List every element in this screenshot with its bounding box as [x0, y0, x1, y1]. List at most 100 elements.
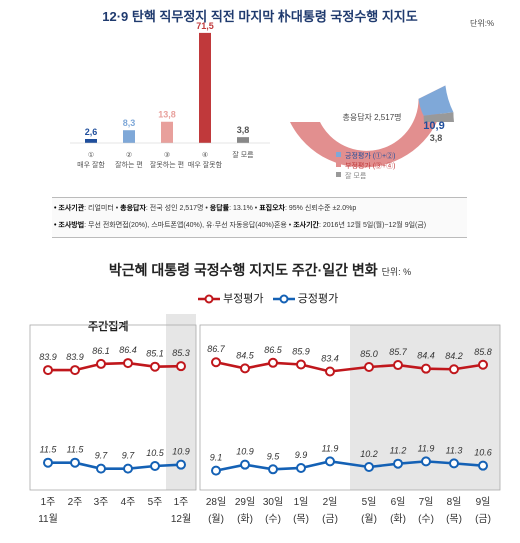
donut-slice [290, 85, 446, 168]
x-tick-label: 9일 [476, 496, 491, 508]
x-tick-label: (금) [322, 513, 338, 525]
donut-legend-swatch [336, 172, 341, 177]
donut-center-label: 총응답자 2,517명 [342, 112, 401, 122]
positive-point [43, 457, 53, 468]
x-tick-label: 11월 [38, 513, 58, 525]
negative-value-label: 84.5 [236, 350, 255, 360]
positive-value-label: 9.7 [122, 451, 136, 461]
positive-point [421, 456, 431, 467]
x-tick-label: (목) [446, 513, 462, 525]
positive-line [48, 461, 182, 470]
bottom-unit: 단위: % [381, 267, 412, 277]
bar-category-label: 잘 모름 [232, 151, 254, 159]
donut-legend-label: 긍정평가 (①+②) [345, 151, 395, 160]
negative-point [421, 363, 431, 374]
positive-value-label: 11.2 [390, 446, 407, 456]
negative-point [96, 358, 106, 369]
info-key: • 조사기관 [54, 205, 85, 212]
info-key: 응답률 [209, 205, 230, 212]
positive-value-label: 10.5 [146, 448, 165, 458]
positive-point [478, 460, 488, 471]
survey-info-box: • 조사기관: 리얼미터 • 총응답자: 전국 성인 2,517명 • 응답률:… [52, 197, 467, 238]
donut-legend-swatch [336, 162, 341, 167]
positive-value-label: 9.7 [95, 451, 109, 461]
x-tick-label: 8일 [447, 496, 462, 508]
negative-point [268, 357, 278, 368]
info-value: : 리얼미터 • [84, 205, 119, 212]
bar-value-label: 2,6 [85, 127, 98, 137]
negative-value-label: 85.1 [146, 349, 164, 359]
positive-point [176, 459, 186, 470]
highlight-column [166, 314, 196, 490]
positive-point [240, 459, 250, 470]
weekly-label: 주간집계 [88, 321, 129, 333]
legend-positive-label: 긍정평가 [297, 293, 339, 305]
positive-point [296, 462, 306, 473]
negative-value-label: 83.9 [66, 352, 84, 362]
positive-value-label: 10.2 [360, 449, 378, 459]
bar-category-label: 잘못하는 편 [150, 160, 184, 169]
info-value: : 95% 신뢰수준 ±2.0%p [284, 205, 357, 212]
negative-value-label: 83.9 [39, 352, 57, 362]
survey-info-row-1: • 조사기관: 리얼미터 • 총응답자: 전국 성인 2,517명 • 응답률:… [54, 203, 356, 213]
legend-negative-icon [198, 294, 220, 304]
x-tick-label: 28일 [206, 496, 226, 508]
negative-point [296, 359, 306, 370]
info-key: 표집오차 [259, 205, 285, 212]
info-value: : 무선 전화면접(20%), 스마트폰앱(40%), 유·무선 자동응답(40… [84, 222, 292, 229]
negative-line [48, 361, 182, 372]
x-tick-label: (화) [237, 513, 253, 525]
daily-panel-frame [199, 324, 501, 491]
positive-point [70, 457, 80, 468]
negative-value-label: 84.4 [417, 351, 435, 361]
negative-point [150, 361, 160, 372]
bar-value-label: 8,3 [123, 118, 136, 128]
x-tick-label: (수) [265, 513, 281, 525]
info-key: • 조사방법 [54, 222, 85, 229]
positive-point [123, 463, 133, 474]
negative-point [240, 363, 250, 374]
bar-category-number: ③ [164, 151, 170, 159]
positive-value-label: 9.5 [267, 451, 281, 461]
donut-slice [418, 85, 454, 116]
negative-value-label: 85.0 [360, 349, 378, 359]
donut-legend-label: 잘 모름 [345, 172, 367, 180]
x-tick-label: 30일 [263, 496, 283, 508]
donut-legend-label: 부정평가 (③+④) [345, 161, 395, 170]
negative-point [70, 365, 80, 376]
bar-category-number: ② [126, 151, 132, 159]
x-tick-label: (금) [475, 513, 491, 525]
bar [123, 130, 135, 143]
negative-point [449, 364, 459, 375]
negative-value-label: 86.7 [207, 344, 226, 354]
x-tick-label: (수) [418, 513, 434, 525]
bar [161, 121, 173, 143]
bar [199, 32, 211, 143]
negative-point [325, 366, 335, 377]
donut-slice-label: 85,3 [345, 51, 369, 65]
negative-point [478, 359, 488, 370]
positive-value-label: 10.9 [236, 447, 254, 457]
donut-slice [423, 112, 454, 122]
negative-point [364, 362, 374, 372]
positive-value-label: 9.9 [295, 450, 308, 460]
donut-slice-label: 3,8 [430, 133, 443, 143]
bar-value-label: 71,5 [196, 21, 214, 31]
positive-point [211, 465, 221, 476]
negative-point [393, 360, 403, 371]
negative-value-label: 85.9 [292, 346, 310, 356]
positive-value-label: 11.5 [40, 445, 58, 455]
positive-value-label: 10.6 [474, 448, 492, 458]
x-tick-label: (목) [293, 513, 309, 525]
top-unit: 단위:% [470, 19, 495, 28]
x-tick-label: (화) [390, 513, 406, 525]
x-tick-label: 1주 [174, 497, 189, 508]
positive-value-label: 9.1 [210, 453, 223, 463]
donut-slice-label: 10,9 [423, 120, 444, 132]
positive-point [449, 458, 459, 469]
negative-point [43, 365, 53, 376]
bar [85, 138, 97, 143]
info-value: : 13.1% • [229, 205, 258, 212]
x-tick-label: (월) [208, 513, 224, 525]
negative-value-label: 86.1 [92, 346, 110, 356]
